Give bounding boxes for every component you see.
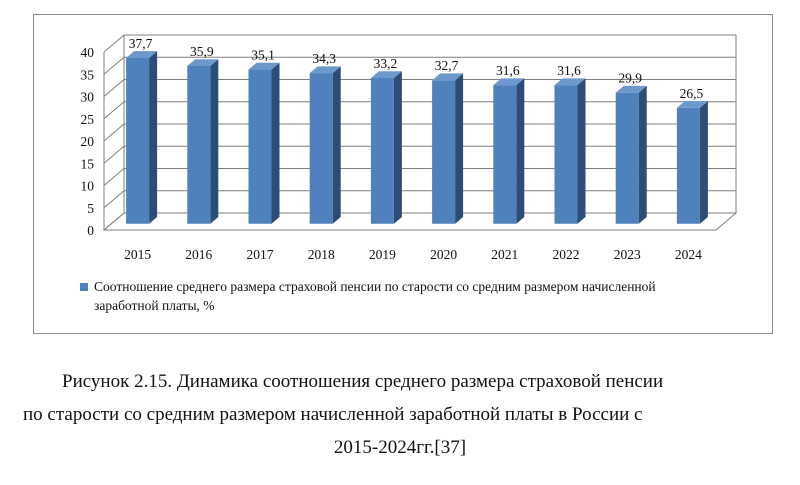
bar [370,78,394,224]
legend-swatch [80,283,88,291]
bar-top [370,71,402,79]
bar-side [393,71,402,224]
bar-top [554,78,586,86]
gridline-diagonal [103,168,125,186]
bar-side [271,62,280,224]
gridline-diagonal [103,34,125,53]
data-label: 26,5 [680,86,704,101]
bar [615,92,639,224]
gridline-diagonal [103,101,125,120]
data-label: 37,7 [129,36,153,51]
x-tick-label: 2020 [430,247,457,262]
y-tick-label: 15 [81,156,95,171]
y-tick-label: 35 [81,67,95,82]
bar-side [332,66,341,224]
bar-side [210,59,219,224]
data-label: 31,6 [557,63,581,78]
bar-top [676,101,708,108]
bar-side [577,78,586,224]
gridline-diagonal [103,145,125,164]
data-label: 33,2 [374,56,398,71]
x-tick-label: 2022 [553,247,580,262]
x-tick-label: 2015 [124,247,151,262]
axis-layer [102,35,738,231]
y-tick-label: 25 [81,112,95,127]
bar-layer [126,51,708,224]
data-label: 34,3 [312,51,336,66]
bar-top [248,62,280,70]
bar [187,65,211,224]
bar-side [699,101,708,224]
data-label: 31,6 [496,63,520,78]
y-tick-label: 30 [81,90,95,105]
y-tick-label: 0 [87,223,94,238]
caption-line-3: 2015-2024гг.[37] [333,437,467,458]
bar [309,73,333,224]
bar-top [432,73,464,81]
x-tick-label: 2017 [247,247,274,262]
gridline-diagonal [103,123,125,142]
bar-top [309,66,341,74]
x-tick-label: 2019 [369,247,396,262]
caption-line-1: Рисунок 2.15. Динамика соотношения средн… [62,371,664,392]
x-tick-label: 2018 [308,247,335,262]
y-tick-label: 40 [81,45,95,60]
y-tick-label: 10 [81,179,95,194]
data-label: 29,9 [618,71,642,86]
bar [126,57,150,224]
tick-label-layer: 0 5 10 15 20 25 30 35 40 2015 2016 2017 2018 2019 2020… [81,45,703,262]
bar [493,85,517,224]
data-label: 35,9 [190,44,214,59]
bar-top [187,59,219,66]
bar-top [126,51,158,58]
x-tick-label: 2024 [675,247,702,262]
y-tick-label: 5 [87,201,94,216]
bar [248,69,272,224]
gridline-diagonal [103,79,125,97]
bar-side [516,78,525,224]
x-tick-label: 2023 [614,247,641,262]
caption-line-2: по старости со средним размером начислен… [23,404,643,425]
bar-top [615,85,647,93]
x-tick-label: 2016 [185,247,212,262]
data-label: 35,1 [251,48,275,63]
bar [554,85,578,224]
bar [432,80,456,224]
x-tick-label: 2021 [491,247,518,262]
data-label-layer: 37,7 35,9 35,1 34,3 33,2 32,7 31,6 31,6 29,9 26,5 [129,36,704,101]
bar-top [493,78,525,86]
data-label: 32,7 [435,58,459,73]
gridline-diagonal [103,56,125,75]
bar [676,107,700,224]
gridline-diagonal [103,190,125,209]
y-tick-label: 20 [81,134,95,149]
legend-label: Соотношение среднего размера страховой п… [94,279,656,313]
chart-legend: Соотношение среднего размера страховой п… [80,277,720,315]
bar-side [455,73,464,224]
chart-floor [102,212,738,231]
bar-side [638,85,647,224]
bar-side [149,51,158,224]
